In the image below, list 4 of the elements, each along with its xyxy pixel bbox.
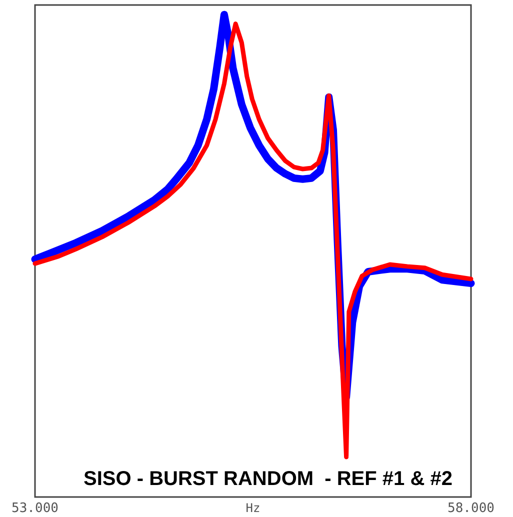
x-axis-title: Hz bbox=[246, 501, 260, 515]
x-tick-label: 53.000 bbox=[12, 501, 58, 516]
x-tick-label: 58.000 bbox=[448, 501, 494, 516]
text: SISO - BURST RANDOM - REF #1 & #2 bbox=[84, 468, 452, 490]
